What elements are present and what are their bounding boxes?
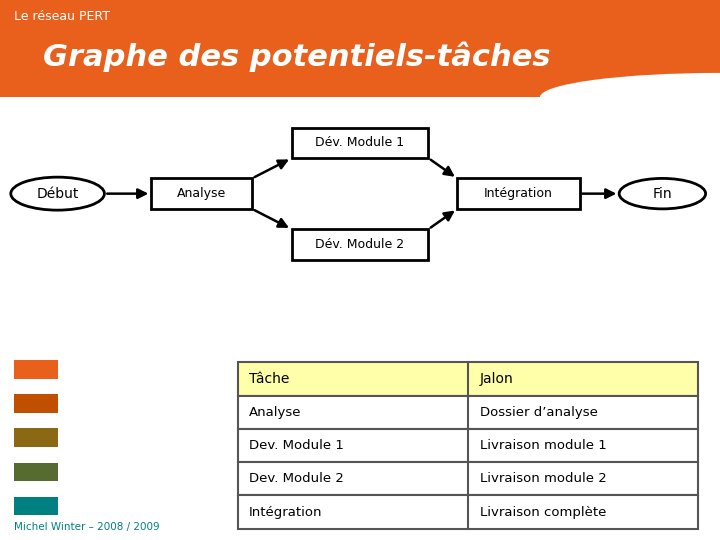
FancyBboxPatch shape	[292, 127, 428, 158]
Text: Tâche: Tâche	[249, 372, 289, 386]
FancyBboxPatch shape	[14, 361, 58, 379]
Circle shape	[11, 177, 104, 210]
Text: Début: Début	[37, 187, 78, 201]
FancyBboxPatch shape	[14, 497, 58, 515]
Text: Dev. Module 2: Dev. Module 2	[249, 472, 344, 485]
Text: Fin: Fin	[652, 187, 672, 201]
Text: Intégration: Intégration	[484, 187, 553, 200]
FancyBboxPatch shape	[238, 462, 698, 495]
FancyBboxPatch shape	[238, 429, 698, 462]
FancyBboxPatch shape	[151, 178, 252, 209]
Text: Dossier d’analyse: Dossier d’analyse	[480, 406, 598, 419]
FancyBboxPatch shape	[238, 396, 698, 429]
Text: Le réseau PERT: Le réseau PERT	[14, 10, 110, 23]
Text: Michel Winter – 2008 / 2009: Michel Winter – 2008 / 2009	[14, 522, 160, 532]
FancyBboxPatch shape	[292, 229, 428, 260]
Text: Livraison complète: Livraison complète	[480, 505, 606, 518]
FancyBboxPatch shape	[457, 178, 580, 209]
Circle shape	[619, 178, 706, 209]
Text: Jalon: Jalon	[480, 372, 513, 386]
FancyBboxPatch shape	[238, 495, 698, 529]
Text: Intégration: Intégration	[249, 505, 323, 518]
Text: Dév. Module 1: Dév. Module 1	[315, 137, 405, 150]
Text: Dév. Module 2: Dév. Module 2	[315, 238, 405, 251]
Text: Livraison module 1: Livraison module 1	[480, 439, 606, 452]
FancyBboxPatch shape	[14, 394, 58, 414]
Text: Dev. Module 1: Dev. Module 1	[249, 439, 344, 452]
Circle shape	[540, 73, 720, 122]
FancyBboxPatch shape	[238, 362, 698, 396]
FancyBboxPatch shape	[14, 429, 58, 447]
Text: Analyse: Analyse	[249, 406, 302, 419]
Text: Livraison module 2: Livraison module 2	[480, 472, 606, 485]
FancyBboxPatch shape	[14, 462, 58, 482]
Text: Analyse: Analyse	[177, 187, 226, 200]
Text: Graphe des potentiels-tâches: Graphe des potentiels-tâches	[43, 41, 551, 72]
